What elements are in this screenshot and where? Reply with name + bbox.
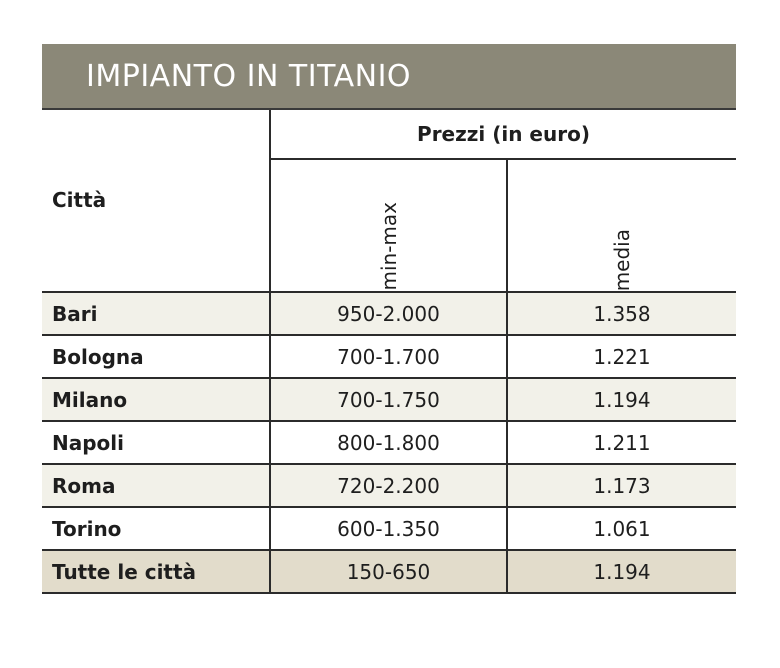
city-cell: Napoli: [42, 422, 271, 463]
table-title: IMPIANTO IN TITANIO: [42, 44, 736, 110]
range-cell: 150-650: [271, 551, 508, 592]
city-cell: Tutte le città: [42, 551, 271, 592]
media-cell: 1.358: [593, 301, 651, 326]
range-cell: 700-1.750: [271, 379, 508, 420]
header-divider: [269, 110, 271, 291]
table-row: Bari 950-2.000 1.358: [42, 293, 736, 336]
media-cell: 1.221: [593, 344, 651, 369]
range-cell: 950-2.000: [271, 293, 508, 334]
range-cell: 800-1.800: [271, 422, 508, 463]
table-row: Napoli 800-1.800 1.211: [42, 422, 736, 465]
header-min-max-label: min-max: [376, 202, 401, 291]
city-cell: Roma: [42, 465, 271, 506]
range-cell: 600-1.350: [271, 508, 508, 549]
table-row: Roma 720-2.200 1.173: [42, 465, 736, 508]
media-cell: 1.061: [593, 516, 651, 541]
table-row: Milano 700-1.750 1.194: [42, 379, 736, 422]
media-cell: 1.194: [593, 387, 651, 412]
table-header: Città Prezzi (in euro) min-max media: [42, 110, 736, 293]
header-media-label: media: [610, 228, 634, 291]
header-divider: [271, 158, 736, 160]
header-city: Città: [52, 188, 107, 212]
header-min-max: min-max: [271, 160, 506, 291]
range-cell: 720-2.200: [271, 465, 508, 506]
city-cell: Bologna: [42, 336, 271, 377]
table-row: Torino 600-1.350 1.061: [42, 508, 736, 551]
media-cell: 1.211: [593, 430, 651, 455]
media-cell: 1.194: [593, 559, 651, 584]
media-cell: 1.173: [593, 473, 651, 498]
table-row: Bologna 700-1.700 1.221: [42, 336, 736, 379]
header-prices: Prezzi (in euro): [417, 122, 590, 146]
total-row: Tutte le città 150-650 1.194: [42, 551, 736, 594]
range-cell: 700-1.700: [271, 336, 508, 377]
city-cell: Milano: [42, 379, 271, 420]
header-divider: [506, 160, 508, 291]
price-table: IMPIANTO IN TITANIO Città Prezzi (in eur…: [42, 44, 736, 594]
city-cell: Bari: [42, 293, 271, 334]
city-cell: Torino: [42, 508, 271, 549]
header-media: media: [508, 160, 736, 291]
